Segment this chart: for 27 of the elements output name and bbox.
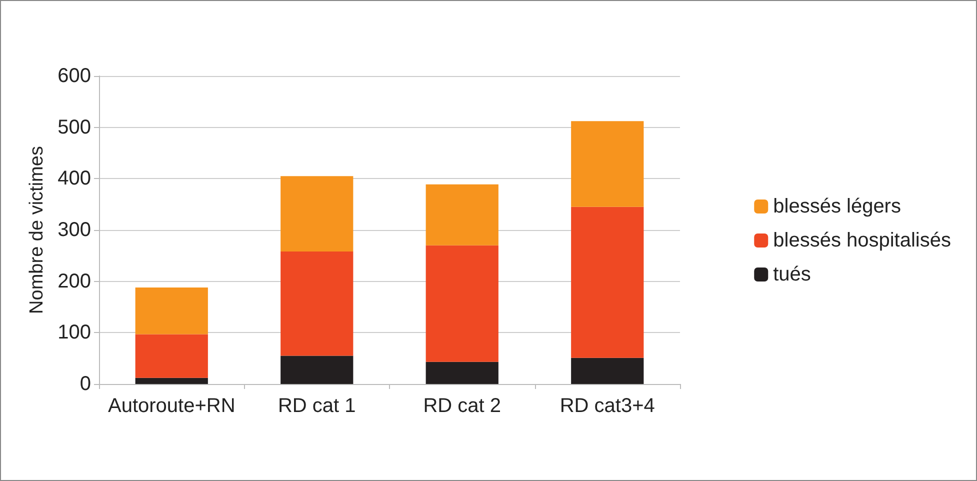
x-tick-label: RD cat 2 [423,395,502,417]
y-tick-label: 200 [58,270,91,292]
y-tick-label: 500 [58,116,91,138]
bar [426,245,498,362]
bar [280,252,354,356]
x-tick-label: Autoroute+RN [108,395,236,417]
y-tick-label: 100 [58,322,91,344]
legend-label: blessés hospitalisés [773,230,952,252]
bar [135,378,208,384]
y-tick-label: 400 [58,168,91,190]
y-tick-label: 0 [80,373,91,395]
legend-label: blessés légers [773,196,901,218]
x-tick-label: RD cat 1 [278,395,356,417]
bar [571,206,644,358]
bar [426,362,498,384]
x-tick-label: RD cat3+4 [560,395,655,417]
bar [280,356,354,384]
legend-label: tués [773,264,811,286]
y-tick-label: 300 [58,219,91,241]
bar [280,176,354,252]
bar [426,184,498,246]
y-axis-title: Nombre de victimes [26,146,48,314]
bar [571,121,644,207]
bar [135,287,208,334]
bar [135,334,208,378]
y-tick-label: 600 [58,65,91,87]
bar [571,358,644,384]
